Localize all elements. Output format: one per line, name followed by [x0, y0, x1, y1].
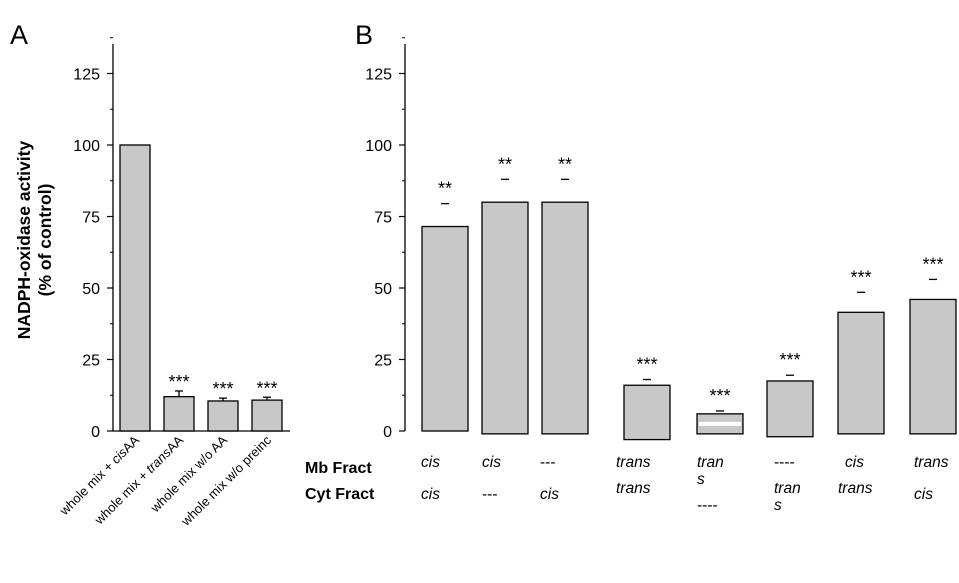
significance-label-a: ***	[168, 372, 189, 392]
bar-b	[623, 384, 671, 441]
significance-label-b: ***	[922, 254, 943, 274]
cyt-fract-label: trans	[616, 480, 651, 497]
mb-fract-label: cis	[421, 454, 440, 471]
significance-label-b: ***	[636, 355, 657, 375]
y-axis-label-a: NADPH-oxidase activity(% of control)	[14, 141, 55, 340]
mb-fract-label: cis	[845, 454, 864, 471]
significance-label-a: ***	[212, 379, 233, 399]
y-axis-label-line1: NADPH-oxidase activity	[14, 141, 34, 340]
cyt-fract-label: tran	[774, 480, 801, 497]
mb-fract-label: cis	[482, 454, 501, 471]
cyt-fract-label: ---	[482, 486, 498, 503]
bar-b	[541, 201, 589, 435]
panel-a: A 0 25 50 75 100 125 NADPH-oxidase activity(% o…	[10, 20, 290, 529]
x-tick-label-part: whole mix w/o AA	[147, 432, 231, 516]
bar-b	[837, 311, 885, 435]
y-tick-label-a: 25	[82, 353, 100, 370]
y-tick-label-a: 75	[82, 210, 100, 227]
cyt-fract-label: cis	[421, 486, 440, 503]
bar-a	[119, 144, 151, 432]
panel-label-a: A	[10, 20, 28, 50]
cyt-fract-label: cis	[914, 486, 933, 503]
y-tick-label-b: 100	[365, 138, 392, 155]
mb-fract-label: s	[697, 471, 705, 488]
y-tick-label-b: 25	[374, 353, 392, 370]
bar-b	[766, 380, 814, 438]
significance-label-b: **	[558, 154, 572, 174]
bar-b	[421, 225, 469, 432]
mb-fract-label: trans	[616, 454, 651, 471]
panel-label-b: B	[355, 20, 373, 50]
bar-b	[481, 201, 529, 435]
cyt-fract-label: cis	[540, 486, 559, 503]
significance-label-a: ***	[256, 378, 277, 398]
y-tick-label-b: 75	[374, 210, 392, 227]
significance-label-b: **	[498, 154, 512, 174]
significance-label-b: ***	[709, 386, 730, 406]
mb-fract-label: tran	[697, 454, 724, 471]
cyt-fract-label: ----	[697, 497, 718, 514]
significance-label-b: ***	[779, 350, 800, 370]
cyt-fract-label: trans	[838, 480, 873, 497]
mb-fract-label: ---	[540, 454, 556, 471]
significance-label-b: ***	[850, 267, 871, 287]
y-tick-label-a: 125	[73, 67, 100, 84]
row-label-mb-fract: Mb Fract	[305, 460, 372, 477]
bar-b	[909, 298, 957, 435]
bar-a	[251, 399, 283, 432]
y-axis-label-line2: (% of control)	[35, 184, 55, 297]
y-tick-label-b: 125	[365, 67, 392, 84]
y-tick-label-a: 0	[91, 424, 100, 441]
x-tick-label-a: whole mix w/o AA	[147, 432, 231, 516]
cyt-fract-label: s	[774, 497, 782, 514]
y-tick-label-a: 100	[73, 138, 100, 155]
y-tick-label-b: 50	[374, 281, 392, 298]
mb-fract-label: ----	[774, 454, 795, 471]
row-label-cyt-fract: Cyt Fract	[305, 486, 375, 503]
significance-label-b: **	[438, 179, 452, 199]
y-tick-label-a: 50	[82, 281, 100, 298]
mb-fract-label: trans	[914, 454, 949, 471]
bar-b-highlight	[699, 421, 741, 426]
bar-a	[207, 400, 239, 432]
x-tick-label-a: whole mix + cisAA	[56, 432, 142, 518]
y-tick-label-b: 0	[383, 424, 392, 441]
bar-a	[163, 396, 195, 432]
